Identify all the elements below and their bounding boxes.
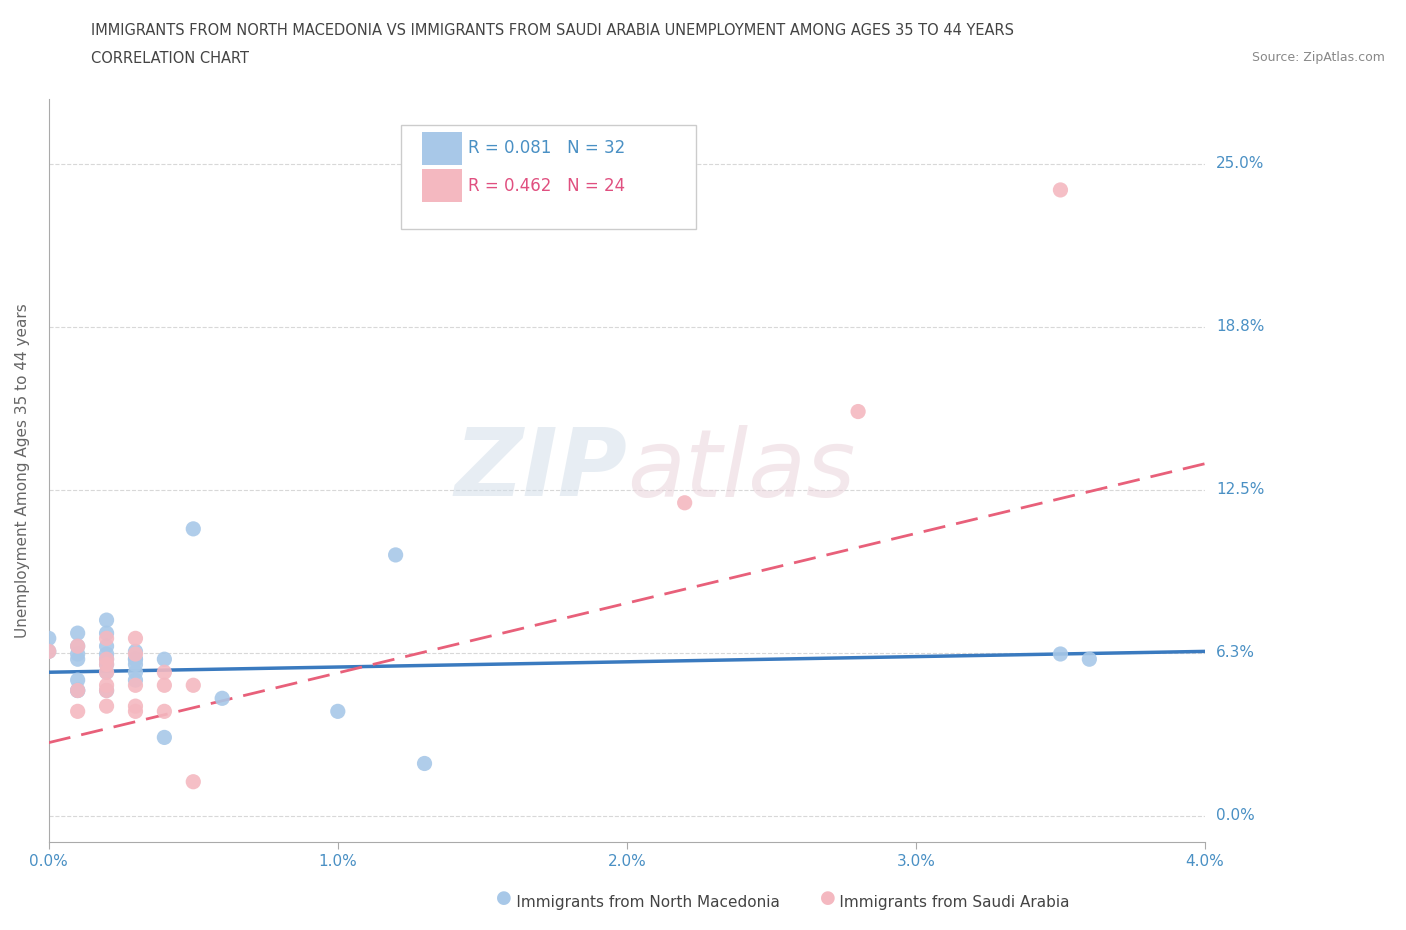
Point (413, 756, 436, 771)
Point (846, 405, 869, 419)
Point (124, 657, 146, 671)
Point (384, 548, 406, 563)
FancyBboxPatch shape (422, 132, 461, 165)
Point (181, 522, 204, 537)
Point (38, 631, 60, 645)
Text: ZIP: ZIP (454, 424, 627, 516)
Point (96, 657, 118, 671)
Point (153, 665, 176, 680)
Point (96, 698, 118, 713)
FancyBboxPatch shape (422, 169, 461, 202)
Point (181, 678, 204, 693)
Text: ●: ● (820, 889, 835, 907)
Point (1049, 182, 1071, 197)
Point (38, 644, 60, 658)
Point (96, 652, 118, 667)
Point (124, 665, 146, 680)
Point (96, 646, 118, 661)
Point (124, 652, 146, 667)
Point (66, 683, 89, 698)
Text: Immigrants from Saudi Arabia: Immigrants from Saudi Arabia (815, 895, 1070, 910)
Text: Immigrants from North Macedonia: Immigrants from North Macedonia (492, 895, 780, 910)
Point (66, 704, 89, 719)
Point (124, 646, 146, 661)
Text: 18.8%: 18.8% (1216, 319, 1264, 334)
Point (124, 698, 146, 713)
Point (153, 730, 176, 745)
Point (124, 652, 146, 667)
Point (1049, 646, 1071, 661)
Text: ●: ● (496, 889, 512, 907)
Text: 25.0%: 25.0% (1216, 156, 1264, 171)
Text: CORRELATION CHART: CORRELATION CHART (91, 51, 249, 66)
Point (124, 672, 146, 687)
Text: atlas: atlas (627, 425, 855, 516)
Point (66, 672, 89, 687)
Point (211, 691, 233, 706)
Point (66, 626, 89, 641)
Point (153, 652, 176, 667)
Point (96, 678, 118, 693)
Point (66, 652, 89, 667)
Point (96, 665, 118, 680)
Point (96, 665, 118, 680)
Point (124, 704, 146, 719)
Point (153, 704, 176, 719)
Point (124, 644, 146, 658)
Point (66, 639, 89, 654)
Text: 12.5%: 12.5% (1216, 483, 1264, 498)
Point (181, 775, 204, 790)
Point (96, 631, 118, 645)
Point (673, 496, 696, 511)
Point (96, 683, 118, 698)
Point (1078, 652, 1101, 667)
Point (66, 639, 89, 654)
Point (66, 683, 89, 698)
Point (96, 613, 118, 628)
Point (66, 646, 89, 661)
Point (96, 657, 118, 671)
Text: 0.0%: 0.0% (1216, 808, 1254, 823)
Text: Source: ZipAtlas.com: Source: ZipAtlas.com (1251, 51, 1385, 64)
Point (66, 683, 89, 698)
Text: 6.3%: 6.3% (1216, 645, 1256, 660)
Text: R = 0.081   N = 32: R = 0.081 N = 32 (468, 140, 626, 157)
FancyBboxPatch shape (401, 125, 696, 229)
Y-axis label: Unemployment Among Ages 35 to 44 years: Unemployment Among Ages 35 to 44 years (15, 303, 30, 638)
Point (153, 678, 176, 693)
Point (326, 704, 349, 719)
Point (96, 683, 118, 698)
Point (124, 678, 146, 693)
Point (96, 639, 118, 654)
Point (124, 631, 146, 645)
Text: IMMIGRANTS FROM NORTH MACEDONIA VS IMMIGRANTS FROM SAUDI ARABIA UNEMPLOYMENT AMO: IMMIGRANTS FROM NORTH MACEDONIA VS IMMIG… (91, 23, 1014, 38)
Point (96, 652, 118, 667)
Point (96, 626, 118, 641)
Text: R = 0.462   N = 24: R = 0.462 N = 24 (468, 177, 626, 194)
Point (38, 644, 60, 658)
